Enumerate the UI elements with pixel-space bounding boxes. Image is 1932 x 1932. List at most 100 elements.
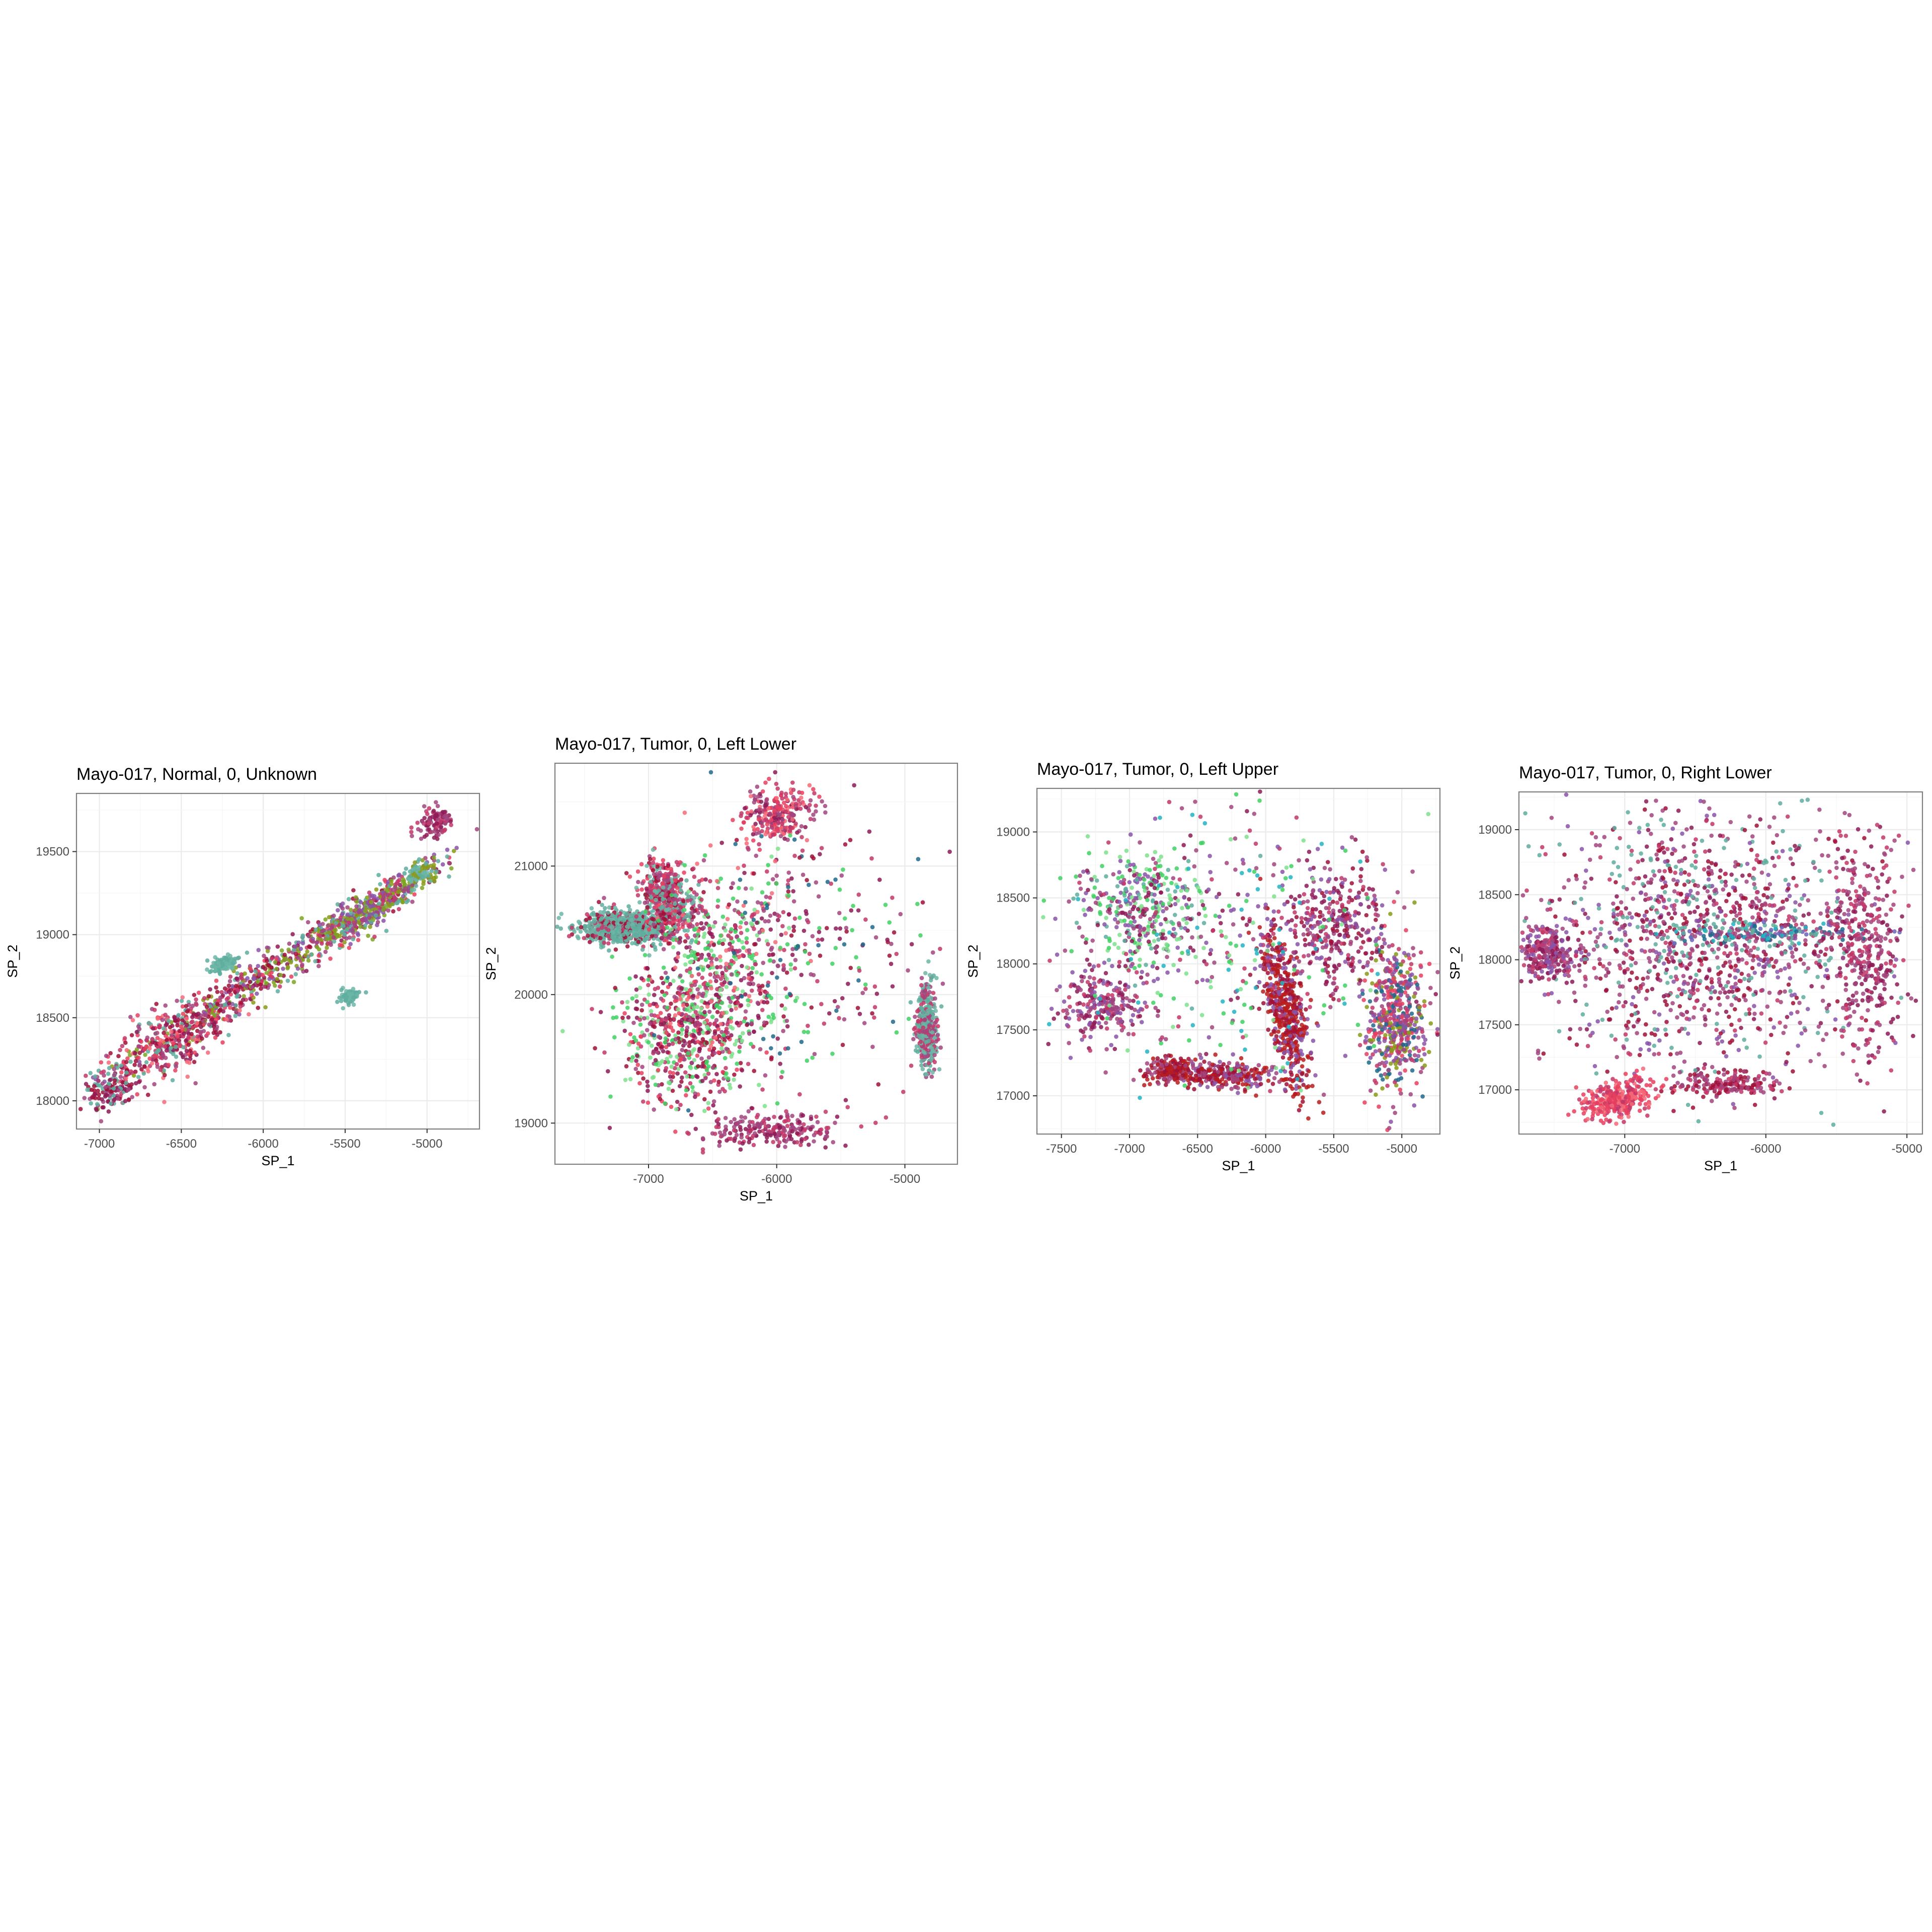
data-point	[319, 941, 324, 946]
data-point	[422, 804, 427, 809]
data-point	[382, 877, 387, 882]
data-point	[799, 824, 804, 829]
data-point	[206, 994, 211, 999]
data-point	[676, 1030, 681, 1035]
data-point	[618, 916, 623, 921]
data-point	[702, 1108, 707, 1113]
data-point	[639, 929, 644, 933]
data-point	[677, 897, 682, 902]
data-point	[354, 913, 359, 918]
data-point	[347, 991, 352, 996]
data-point	[347, 920, 352, 925]
data-point	[680, 1027, 685, 1032]
chart-title: Mayo-017, Tumor, 0, Left Lower	[555, 735, 796, 754]
data-point	[652, 856, 656, 861]
data-point	[603, 906, 607, 911]
data-point	[612, 1035, 617, 1039]
data-point	[729, 1008, 734, 1012]
data-point	[181, 1011, 186, 1016]
data-point	[223, 1002, 228, 1007]
data-point	[401, 889, 406, 893]
data-point	[93, 1074, 98, 1079]
data-point	[188, 1057, 193, 1061]
data-point	[275, 989, 280, 994]
data-point	[628, 913, 633, 917]
data-point	[435, 803, 440, 809]
data-point	[769, 1020, 773, 1024]
data-point	[262, 984, 266, 989]
data-point	[712, 1051, 717, 1056]
data-point	[308, 945, 312, 949]
data-point	[236, 955, 242, 960]
data-point	[679, 986, 684, 991]
data-point	[667, 914, 672, 919]
data-point	[917, 1025, 922, 1029]
data-point	[728, 1004, 732, 1009]
data-point	[697, 1031, 701, 1036]
data-point	[684, 933, 689, 938]
data-point	[746, 1062, 751, 1066]
data-point	[737, 1049, 742, 1054]
data-point	[637, 1017, 642, 1022]
data-point	[740, 940, 745, 944]
data-point	[714, 957, 719, 961]
data-point	[598, 1010, 603, 1014]
data-point	[751, 838, 756, 843]
data-point	[914, 1044, 919, 1049]
data-point	[655, 883, 659, 888]
data-point	[381, 918, 386, 923]
data-point	[732, 1072, 737, 1077]
data-point	[643, 915, 649, 920]
data-point	[704, 1061, 709, 1066]
data-point	[738, 1084, 742, 1089]
data-point	[295, 966, 300, 971]
data-point	[781, 963, 786, 968]
data-point	[738, 925, 743, 930]
data-point	[775, 799, 780, 804]
data-point	[598, 910, 603, 915]
data-point	[682, 928, 687, 933]
data-point	[265, 958, 269, 963]
data-point	[417, 857, 422, 862]
data-point	[394, 881, 399, 886]
data-point	[704, 1068, 709, 1073]
data-point	[636, 1041, 641, 1046]
data-point	[931, 991, 936, 995]
data-point	[133, 1051, 137, 1056]
data-point	[293, 951, 298, 956]
data-point	[742, 1019, 747, 1024]
data-point	[771, 1015, 776, 1020]
data-point	[381, 895, 386, 900]
data-point	[410, 900, 415, 904]
data-point	[612, 902, 616, 907]
data-point	[817, 794, 822, 799]
data-point	[658, 1011, 663, 1015]
data-point	[342, 940, 347, 945]
data-point	[752, 1029, 756, 1034]
data-point	[733, 923, 738, 928]
data-point	[213, 968, 218, 973]
data-point	[625, 1000, 630, 1004]
data-point	[226, 996, 230, 1000]
data-point	[707, 1009, 712, 1014]
data-point	[387, 904, 392, 909]
data-point	[743, 1009, 748, 1014]
data-point	[690, 1085, 695, 1090]
data-point	[659, 1022, 663, 1027]
data-point	[663, 917, 668, 922]
data-point	[651, 868, 656, 873]
data-point	[107, 1081, 111, 1086]
data-point	[372, 934, 377, 939]
data-point	[143, 1053, 147, 1057]
data-point	[258, 982, 263, 987]
data-point	[671, 937, 676, 942]
data-point	[724, 948, 729, 953]
data-point	[716, 1027, 721, 1031]
data-point	[93, 1092, 97, 1096]
scatter-panel-2: Mayo-017, Tumor, 0, Left Lower -7000 -6000…	[483, 719, 966, 1213]
data-point	[354, 900, 359, 904]
data-point	[702, 1020, 707, 1025]
data-point	[293, 944, 297, 949]
data-point	[722, 980, 727, 985]
data-point	[761, 907, 766, 911]
